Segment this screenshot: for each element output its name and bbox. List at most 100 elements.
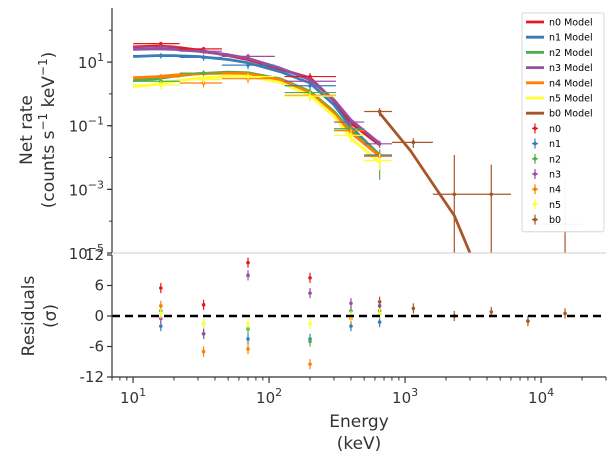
data-point [159,41,163,46]
data-point [377,158,382,163]
residual-point [246,321,250,326]
ylabel-line-2: (counts s−1 keV−1) [36,52,59,209]
y-tick-label: 10−3 [69,178,104,199]
residuals-panel: -12 -6 0 6 12 101 102 103 104 [80,246,607,407]
x-tick-label: 104 [528,386,554,407]
data-point [308,74,312,79]
residual-point [308,362,312,367]
legend-marker [533,126,537,131]
residual-series-n0 [159,257,312,310]
residual-point [159,311,163,316]
residual-point [308,291,312,295]
residual-point [349,301,353,306]
y-tick-label: 10−1 [69,115,104,136]
x-tick-label: 102 [256,386,282,407]
residual-ylabel-line-2: (σ) [41,304,61,328]
legend-label: n4 [549,185,561,196]
model-line-b0 [378,112,472,253]
residual-series-n1 [159,317,382,344]
residual-point [377,299,382,304]
data-series-n3 [133,45,392,148]
legend-label: n5 [549,200,561,211]
data-series-n4 [133,74,392,163]
data-series-n5 [133,73,392,171]
legend-entry-n4-model: n4 Model [526,78,593,89]
legend-entry-n2-model: n2 Model [526,48,593,59]
legend: n0 Model n1 Model n2 Model n3 Model n4 Model… [521,12,605,233]
data-point [349,133,353,138]
legend-marker [533,172,537,176]
residual-plot-area [159,257,567,370]
residual-point [526,319,530,323]
data-series-n1 [133,53,392,161]
legend-label: n2 [549,154,561,165]
legend-label: n0 [549,124,561,135]
residual-ylabel-line-1: Residuals [19,276,39,357]
residual-series-n2 [159,305,382,347]
legend-box [521,12,605,233]
legend-marker [533,217,537,222]
data-point [201,55,206,60]
data-point [159,83,163,87]
data-point [159,45,163,49]
residual-point [349,324,353,328]
legend-entry-n0-model: n0 Model [526,18,593,29]
residual-point [246,326,250,331]
residual-point [377,311,382,316]
legend-entry-n3-model: n3 Model [526,63,593,74]
residual-point [411,306,416,311]
data-point [246,74,250,79]
spectrum-panel: 101 10−1 10−3 10−5 [69,8,606,263]
residual-y-tick-label: 6 [94,277,104,295]
legend-entry-n1: n1 [532,138,561,150]
data-point [349,120,353,124]
data-point [411,140,416,145]
spectrum-ylabel: Net rate(counts s−1 keV−1) [17,52,59,209]
residual-point [563,311,567,316]
residual-point [201,303,206,307]
data-point [452,192,457,197]
data-point [201,49,206,53]
residual-series-n3 [159,270,382,339]
data-point [201,71,206,75]
legend-label: n2 Model [549,48,593,59]
residual-series-b0 [377,296,567,327]
data-point [201,77,206,82]
legend-label: n5 Model [549,94,593,105]
residual-point [201,331,206,336]
legend-marker [533,157,537,161]
data-point [159,53,163,58]
data-point [377,142,382,146]
legend-entry-n2: n2 [532,153,561,165]
data-point [308,79,312,84]
legend-marker [533,187,537,191]
residual-y-tick-label: -6 [89,338,104,356]
legend-entry-b0: b0 [532,214,561,226]
legend-label: n4 Model [549,78,593,89]
data-point [246,54,250,59]
legend-label: n3 [549,170,561,181]
residual-point [377,320,382,324]
legend-entry-n0: n0 [532,123,561,135]
x-tick-label: 103 [392,386,418,407]
xlabel-line-2: (keV) [337,434,382,454]
residual-point [201,321,206,326]
data-point [159,79,163,84]
legend-marker [533,202,537,207]
legend-label: b0 [549,215,561,226]
residual-point [159,286,163,290]
residual-y-tick-label: -12 [80,368,105,386]
legend-entry-n5: n5 [532,199,561,211]
legend-label: n3 Model [549,63,593,74]
residual-point [246,337,250,341]
data-point [308,83,312,88]
data-point [246,63,250,67]
residual-y-tick-label: 0 [94,307,104,325]
data-point [489,192,494,197]
residual-ylabel: Residuals (σ) [19,276,61,357]
y-tick-label: 10−5 [69,242,104,263]
residual-point [159,316,163,321]
legend-label: n1 [549,139,561,150]
spectrum-plot-area [132,41,583,253]
